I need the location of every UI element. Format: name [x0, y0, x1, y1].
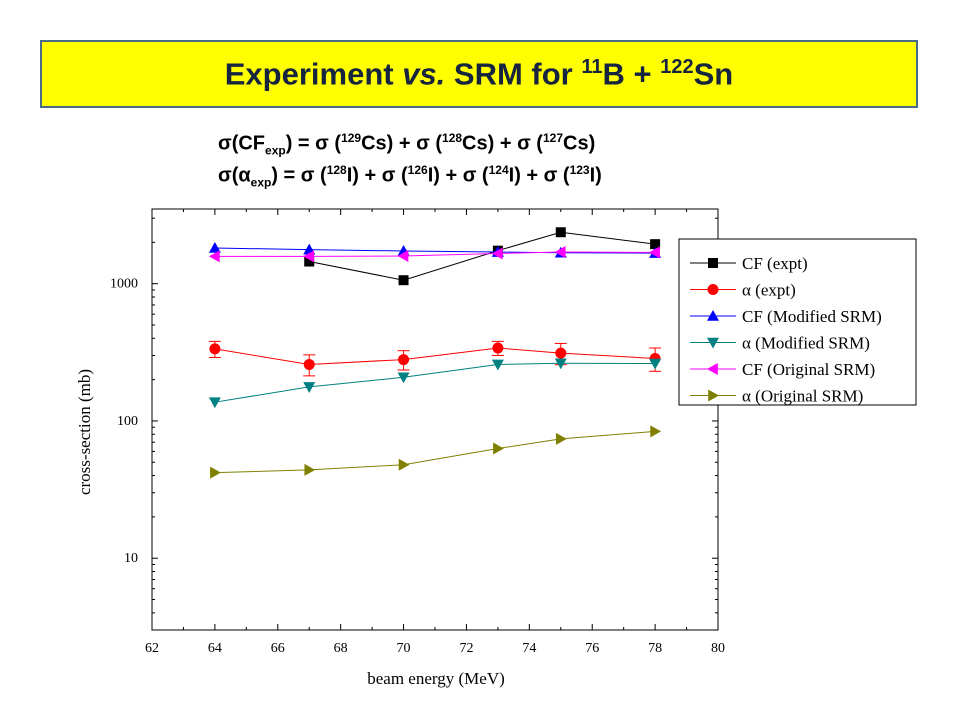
- x-tick-label: 76: [585, 641, 599, 656]
- series-3: [208, 358, 662, 409]
- series-line: [214, 362, 656, 403]
- legend-box: [678, 238, 917, 406]
- x-tick-label: 70: [397, 641, 411, 656]
- data-point: [555, 227, 566, 238]
- data-point: [209, 343, 221, 355]
- data-point: [650, 239, 661, 250]
- data-point: [397, 372, 410, 384]
- data-point: [492, 342, 504, 354]
- data-point: [650, 425, 662, 438]
- data-point: [554, 246, 566, 259]
- legend-marker: [707, 337, 719, 349]
- title-banner: Experiment vs. SRM for 11B + 122Sn: [40, 40, 918, 108]
- legend-label: CF (Modified SRM): [742, 307, 882, 326]
- series-1: [208, 340, 662, 377]
- data-point: [649, 358, 662, 370]
- cf-formula: σ(CFexp) = σ (129Cs) + σ (128Cs) + σ (12…: [218, 131, 596, 158]
- series-5: [210, 425, 662, 479]
- data-point: [303, 358, 315, 370]
- series-layer: [208, 227, 662, 479]
- data-point: [208, 241, 221, 253]
- x-axis-label: beam energy (MeV): [367, 669, 505, 688]
- slide-title: Experiment vs. SRM for 11B + 122Sn: [224, 55, 734, 92]
- legend-marker: [707, 363, 718, 375]
- data-point: [303, 250, 315, 263]
- x-tick-label: 72: [459, 641, 473, 656]
- y-tick-label: 1000: [110, 277, 138, 292]
- data-point: [303, 382, 316, 393]
- data-point: [304, 256, 315, 267]
- plot-frame: [151, 208, 719, 631]
- series-4: [208, 246, 660, 263]
- alpha-formula: σ(αexp) = σ (128I) + σ (126I) + σ (124I)…: [218, 163, 602, 190]
- legend-label: α (Modified SRM): [742, 334, 870, 353]
- x-tick-label: 64: [208, 641, 222, 656]
- data-point: [398, 458, 410, 471]
- data-point: [398, 275, 409, 286]
- data-point: [397, 250, 409, 263]
- data-point: [493, 442, 504, 455]
- data-point: [649, 246, 660, 259]
- legend-marker: [708, 389, 719, 402]
- x-tick-label: 66: [271, 641, 285, 656]
- x-tick-label: 62: [145, 641, 159, 656]
- data-point: [554, 358, 567, 370]
- y-tick-label: 10: [124, 551, 138, 566]
- data-point: [210, 466, 221, 479]
- legend-label: CF (expt): [742, 254, 808, 273]
- legend-marker: [708, 258, 718, 268]
- legend-marker: [707, 284, 719, 295]
- data-point: [304, 463, 316, 476]
- legend-label: CF (Original SRM): [742, 360, 875, 379]
- legend-marker: [707, 310, 719, 321]
- x-tick-label: 78: [648, 641, 662, 656]
- data-point: [491, 247, 503, 260]
- data-point: [555, 347, 567, 359]
- legend: CF (expt) α (expt) CF (Modified SRM) α (Mod…: [678, 238, 917, 406]
- x-tick-label: 80: [711, 641, 725, 656]
- legend-label: α (expt): [742, 281, 796, 300]
- data-point: [491, 359, 504, 371]
- series-line: [214, 247, 656, 254]
- data-point: [555, 432, 567, 445]
- x-axis-ticks: 62 64 66 68 70 72 74 76 78 80: [145, 209, 725, 656]
- series-line: [214, 430, 656, 474]
- x-tick-label: 68: [334, 641, 348, 656]
- data-point: [208, 397, 221, 409]
- x-tick-label: 74: [522, 641, 536, 656]
- data-point: [398, 354, 410, 366]
- y-tick-label: 100: [117, 414, 138, 429]
- data-point: [208, 250, 220, 263]
- series-line: [214, 251, 656, 257]
- series-line: [214, 347, 656, 365]
- legend-label: α (Original SRM): [742, 387, 863, 406]
- y-axis-label: cross-section (mb): [75, 369, 94, 495]
